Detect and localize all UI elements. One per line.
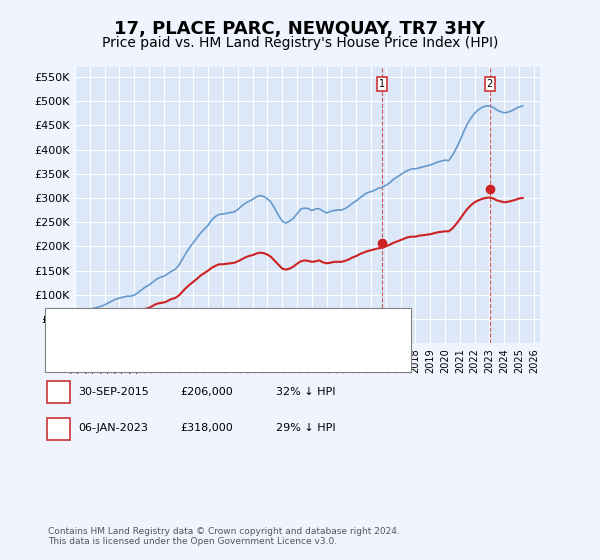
Text: £206,000: £206,000 (180, 387, 233, 397)
Text: £318,000: £318,000 (180, 423, 233, 433)
Text: 29% ↓ HPI: 29% ↓ HPI (276, 423, 335, 433)
Text: 1: 1 (55, 387, 62, 397)
Text: 17, PLACE PARC, NEWQUAY, TR7 3HY: 17, PLACE PARC, NEWQUAY, TR7 3HY (115, 20, 485, 38)
Text: Contains HM Land Registry data © Crown copyright and database right 2024.
This d: Contains HM Land Registry data © Crown c… (48, 526, 400, 546)
Text: 17, PLACE PARC, NEWQUAY, TR7 3HY (detached house): 17, PLACE PARC, NEWQUAY, TR7 3HY (detach… (96, 323, 404, 333)
Text: 06-JAN-2023: 06-JAN-2023 (78, 423, 148, 433)
Text: 32% ↓ HPI: 32% ↓ HPI (276, 387, 335, 397)
Text: Price paid vs. HM Land Registry's House Price Index (HPI): Price paid vs. HM Land Registry's House … (102, 36, 498, 50)
Text: HPI: Average price, detached house, Cornwall: HPI: Average price, detached house, Corn… (96, 345, 350, 355)
Text: 2: 2 (487, 79, 493, 88)
Text: 30-SEP-2015: 30-SEP-2015 (78, 387, 149, 397)
Text: 1: 1 (379, 79, 385, 88)
Text: 2: 2 (55, 423, 62, 433)
